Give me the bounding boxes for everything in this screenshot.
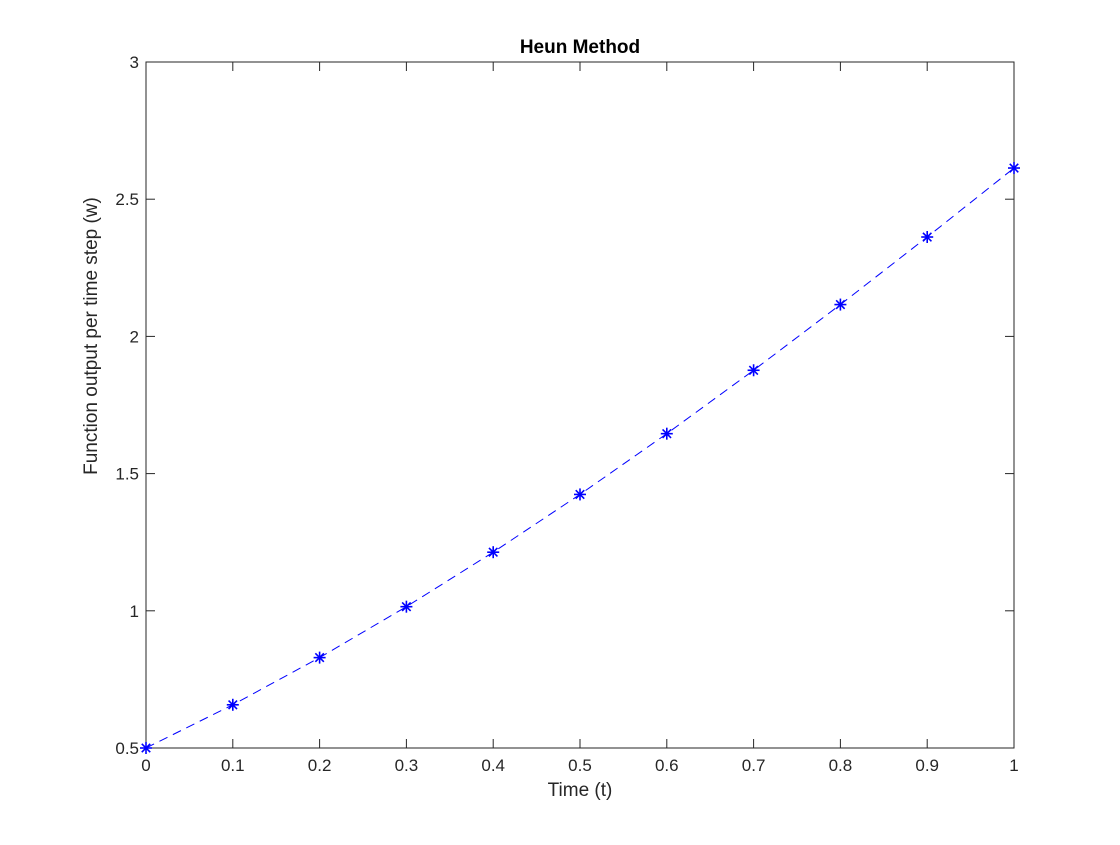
x-tick-label: 0.9	[915, 756, 939, 775]
x-axis-label: Time (t)	[548, 780, 613, 801]
data-point	[226, 698, 239, 711]
data-point-stroke	[314, 652, 325, 663]
data-point	[313, 651, 326, 664]
x-tick-label: 0.1	[221, 756, 245, 775]
data-point	[834, 298, 847, 311]
data-point-stroke	[401, 601, 412, 612]
x-tick-label: 1	[1009, 756, 1018, 775]
axes-frame	[145, 61, 1015, 749]
x-tick-label: 0.4	[481, 756, 505, 775]
plot-series	[140, 162, 1020, 754]
x-tick-label: 0.3	[395, 756, 419, 775]
y-tick-label: 0.5	[115, 739, 139, 758]
y-tick-label: 1	[130, 602, 139, 621]
chart-title: Heun Method	[520, 37, 640, 58]
x-tick-label: 0	[141, 756, 150, 775]
data-point	[574, 488, 586, 501]
data-point	[400, 600, 413, 613]
y-axis-label: Function output per time step (w)	[81, 197, 102, 475]
data-point-stroke	[748, 365, 759, 376]
data-point-stroke	[141, 743, 151, 753]
data-point-stroke	[1009, 163, 1019, 173]
data-point	[140, 742, 152, 754]
y-tick-label: 3	[130, 53, 139, 72]
data-point-stroke	[661, 428, 672, 439]
data-point-stroke	[488, 547, 499, 557]
series-line	[145, 167, 1015, 749]
data-point	[921, 231, 934, 244]
x-tick-label: 0.8	[829, 756, 853, 775]
data-point-stroke	[575, 489, 585, 500]
data-point	[487, 546, 500, 559]
x-tick-label: 0.7	[742, 756, 766, 775]
y-axis-ticks: 0.5 1 1.5 2 2.5 3	[115, 53, 1014, 758]
data-point	[747, 364, 760, 377]
y-tick-label: 2.5	[115, 190, 139, 209]
data-point	[660, 427, 673, 440]
y-tick-label: 2	[130, 327, 139, 346]
x-tick-label: 0.6	[655, 756, 679, 775]
x-tick-label: 0.2	[308, 756, 332, 775]
x-tick-label: 0.5	[568, 756, 592, 775]
y-tick-label: 1.5	[115, 465, 139, 484]
data-point-stroke	[835, 299, 846, 310]
axes-box	[145, 61, 1015, 749]
x-axis-ticks: 0 0.1 0.2 0.3 0.4 0.5 0.6 0.7 0.8 0.9 1	[141, 62, 1019, 775]
data-point	[1008, 162, 1020, 175]
data-point-stroke	[922, 232, 933, 242]
data-point-stroke	[227, 699, 238, 710]
